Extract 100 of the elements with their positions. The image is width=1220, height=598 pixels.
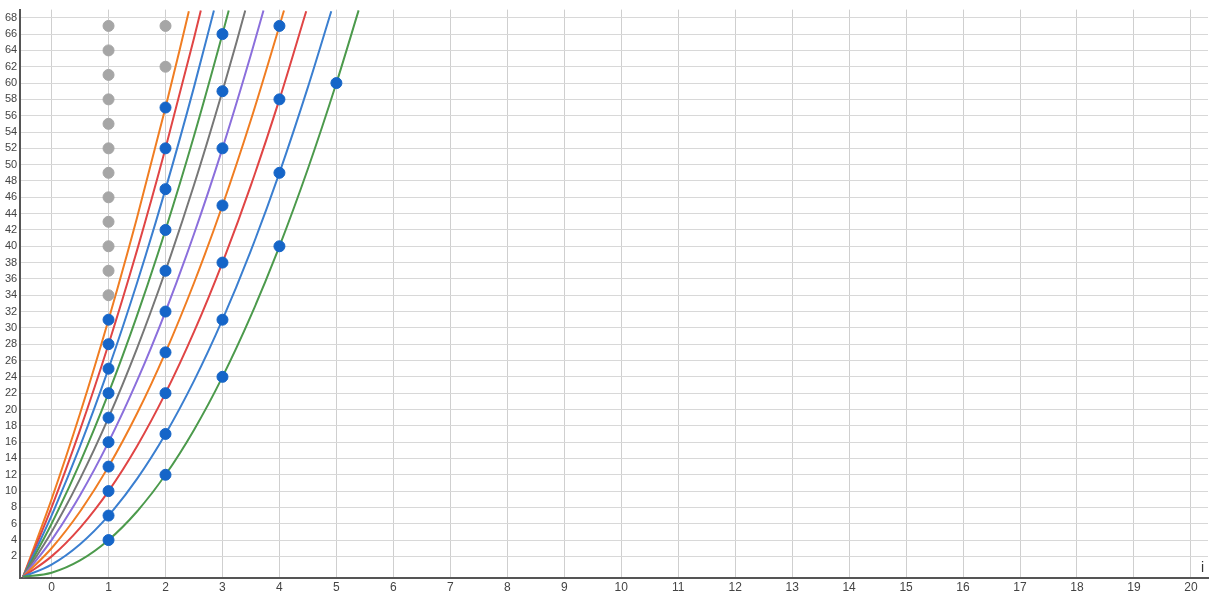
y-tick-label: 28: [4, 337, 18, 350]
point: [216, 313, 229, 326]
y-tick-label: 8: [11, 500, 18, 513]
point: [159, 468, 172, 481]
point: [159, 142, 172, 155]
point: [102, 534, 115, 547]
y-tick-label: 24: [4, 369, 18, 382]
point: [216, 199, 229, 212]
point: [102, 338, 115, 351]
point: [159, 346, 172, 359]
x-tick-label: 0: [48, 580, 56, 595]
point: [102, 93, 115, 106]
y-tick-label: 44: [4, 206, 18, 219]
point: [216, 28, 229, 41]
point: [102, 509, 115, 522]
point: [102, 191, 115, 204]
y-tick-label: 42: [4, 222, 18, 235]
y-tick-label: 4: [11, 533, 18, 546]
point: [159, 264, 172, 277]
y-tick-label: 50: [4, 157, 18, 170]
y-tick-label: 68: [4, 10, 18, 23]
x-tick-label: 20: [1184, 580, 1198, 595]
y-tick-label: 58: [4, 92, 18, 105]
point: [102, 411, 115, 424]
x-tick-label: 5: [333, 580, 341, 595]
y-tick-label: 16: [4, 435, 18, 448]
point: [102, 313, 115, 326]
point: [273, 93, 286, 106]
x-tick-label: 1: [105, 580, 113, 595]
x-axis-title: i: [1200, 559, 1204, 576]
x-tick-label: 7: [446, 580, 454, 595]
x-tick-label: 6: [390, 580, 398, 595]
y-tick-label: 32: [4, 304, 18, 317]
point: [102, 215, 115, 228]
y-tick-label: 62: [4, 59, 18, 72]
y-tick-label: 46: [4, 190, 18, 203]
point: [330, 77, 343, 90]
x-tick-label: 15: [899, 580, 914, 595]
point: [102, 362, 115, 375]
y-tick-label: 40: [4, 239, 18, 252]
point: [159, 19, 172, 32]
x-tick-label: 11: [671, 580, 685, 595]
y-tick-label: 54: [4, 125, 18, 138]
point: [102, 142, 115, 155]
point: [216, 370, 229, 383]
point: [102, 19, 115, 32]
point: [102, 387, 115, 400]
point: [102, 117, 115, 130]
y-tick-label: 6: [11, 516, 18, 529]
point: [102, 460, 115, 473]
y-tick-label: 34: [4, 288, 18, 301]
y-tick-label: 64: [4, 43, 18, 56]
x-tick-label: 10: [614, 580, 629, 595]
y-tick-label: 18: [4, 418, 18, 431]
point: [273, 166, 286, 179]
point: [102, 240, 115, 253]
point: [216, 142, 229, 155]
x-tick-label: 2: [162, 580, 170, 595]
point: [102, 44, 115, 57]
point: [216, 256, 229, 269]
point: [159, 60, 172, 73]
y-tick-label: 26: [4, 353, 18, 366]
x-tick-label: 19: [1127, 580, 1141, 595]
x-tick-label: 3: [219, 580, 227, 595]
point: [159, 387, 172, 400]
y-tick-label: 38: [4, 255, 18, 268]
point: [102, 166, 115, 179]
point: [159, 305, 172, 318]
y-tick-label: 14: [4, 451, 18, 464]
y-tick-label: 20: [4, 402, 18, 415]
x-tick-label: 14: [842, 580, 857, 595]
point: [273, 240, 286, 253]
point: [159, 183, 172, 196]
y-tick-label: 30: [4, 320, 18, 333]
y-tick-label: 22: [4, 386, 18, 399]
x-tick-label: 4: [276, 580, 284, 595]
point: [102, 68, 115, 81]
y-tick-label: 56: [4, 108, 18, 121]
point: [159, 101, 172, 114]
x-tick-label: 18: [1070, 580, 1084, 595]
y-tick-label: 2: [11, 549, 18, 562]
x-tick-label: 13: [785, 580, 800, 595]
y-tick-label: 66: [4, 27, 18, 40]
point: [102, 264, 115, 277]
x-tick-label: 16: [956, 580, 971, 595]
point: [102, 436, 115, 449]
y-tick-label: 10: [4, 484, 18, 497]
point: [159, 223, 172, 236]
y-tick-label: 52: [4, 141, 18, 154]
point: [273, 19, 286, 32]
point: [102, 289, 115, 302]
x-tick-label: 9: [560, 580, 568, 595]
y-tick-label: 36: [4, 271, 18, 284]
point: [159, 427, 172, 440]
x-tick-label: 17: [1013, 580, 1027, 595]
y-tick-label: 60: [4, 76, 18, 89]
point: [102, 485, 115, 498]
y-tick-label: 48: [4, 174, 18, 187]
x-tick-label: 8: [503, 580, 511, 595]
y-tick-label: 12: [4, 467, 18, 480]
